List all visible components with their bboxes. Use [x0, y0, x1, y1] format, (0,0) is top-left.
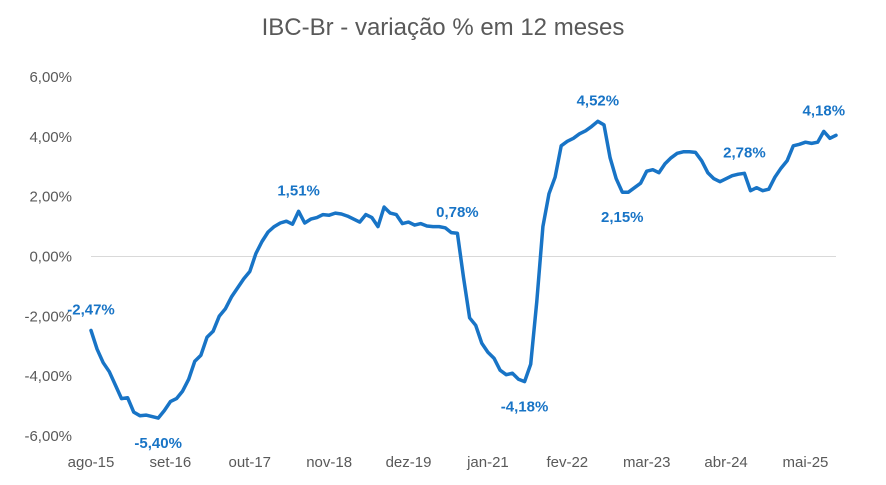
series-line	[89, 119, 838, 420]
x-tick-label: nov-18	[306, 454, 352, 471]
data-label: 4,18%	[803, 102, 846, 119]
data-label: 2,15%	[601, 209, 644, 226]
x-tick-label: jan-21	[466, 454, 509, 471]
x-tick-label: ago-15	[68, 454, 115, 471]
x-tick-label: set-16	[150, 454, 192, 471]
x-tick-label: mar-23	[623, 454, 671, 471]
y-tick-label: 6,00%	[29, 69, 72, 86]
data-label: -4,18%	[501, 399, 549, 416]
x-axis-ticks: ago-15 set-16 out-17 nov-18 dez-19 jan-21 fev-…	[68, 454, 829, 471]
chart-title: IBC-Br - variação % em 12 meses	[261, 14, 625, 41]
x-tick-label: mai-25	[783, 454, 829, 471]
y-tick-label: -2,00%	[24, 308, 72, 325]
data-labels: -2,47% -5,40% 1,51% 0,78% -4,18% 4,52% 2,15% 2,…	[67, 92, 845, 452]
data-label: 0,78%	[436, 204, 479, 221]
y-axis-ticks: 6,00% 4,00% 2,00% 0,00% -2,00% -4,00% -6,00%	[24, 69, 72, 445]
y-tick-label: 2,00%	[29, 189, 72, 206]
data-label: 1,51%	[277, 182, 320, 199]
y-tick-label: -4,00%	[24, 368, 72, 385]
data-label: -2,47%	[67, 301, 115, 318]
data-label: 4,52%	[577, 92, 620, 109]
data-label: -5,40%	[134, 435, 182, 452]
y-tick-label: 4,00%	[29, 129, 72, 146]
data-label: 2,78%	[723, 144, 766, 161]
x-tick-label: out-17	[228, 454, 271, 471]
y-tick-label: -6,00%	[24, 428, 72, 445]
x-tick-label: abr-24	[704, 454, 747, 471]
x-tick-label: dez-19	[386, 454, 432, 471]
y-tick-label: 0,00%	[29, 249, 72, 266]
x-tick-label: fev-22	[546, 454, 588, 471]
series-layer	[89, 119, 838, 420]
